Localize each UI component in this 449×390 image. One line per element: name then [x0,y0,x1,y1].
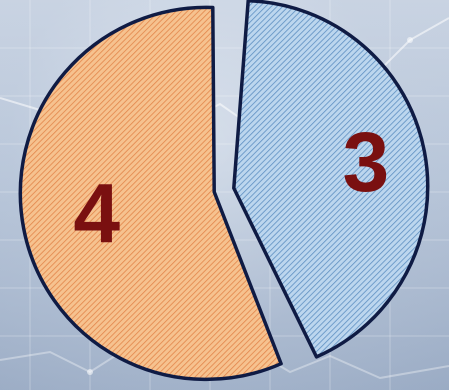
pie-slice-3 [232,0,430,359]
slice-label-4: 4 [73,166,120,260]
pie-slice-4 [18,5,283,382]
slice-label-3: 3 [343,115,390,209]
